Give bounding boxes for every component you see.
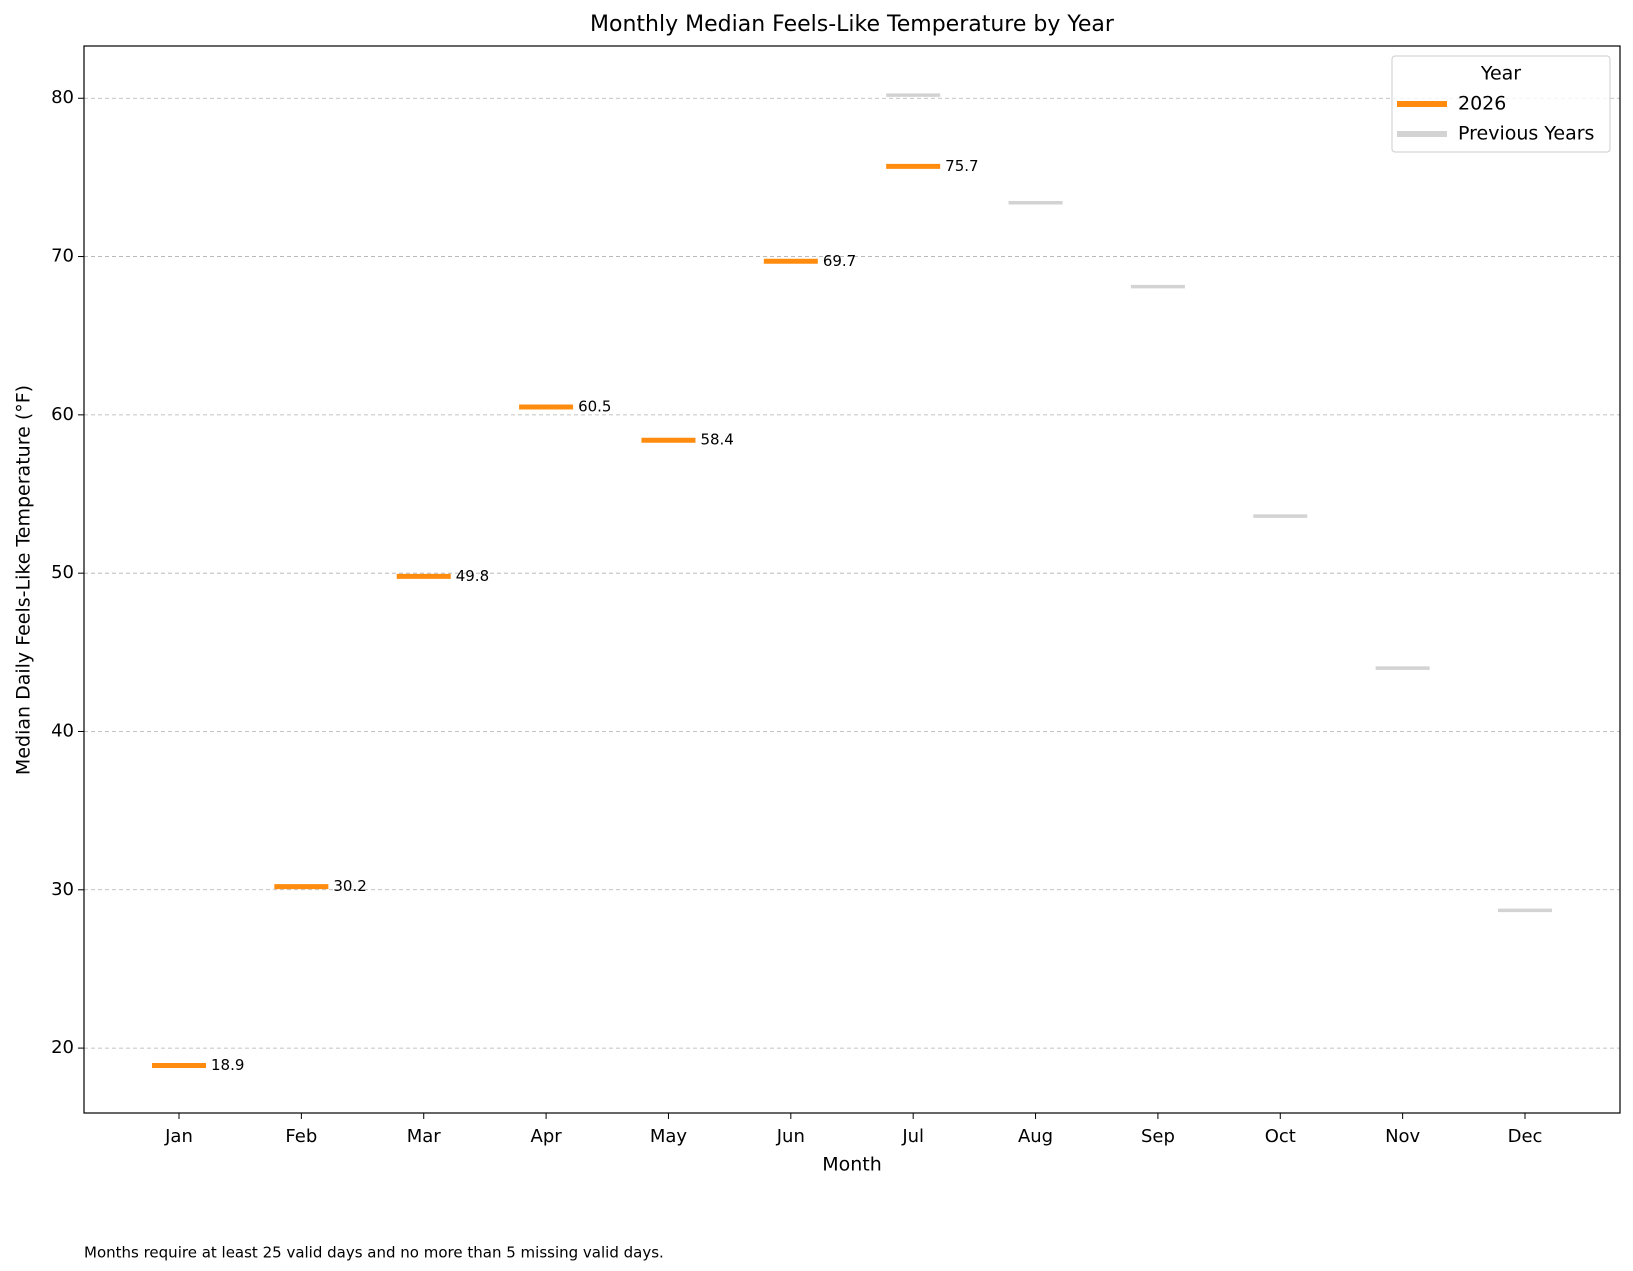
plot-frame — [83, 45, 1621, 1114]
data-label: 18.9 — [211, 1056, 244, 1074]
y-axis-label: Median Daily Feels-Like Temperature (°F) — [13, 385, 35, 775]
x-tick-label: Apr — [531, 1126, 563, 1147]
x-tick-label: Nov — [1385, 1126, 1420, 1147]
chart-title: Monthly Median Feels-Like Temperature by… — [590, 12, 1115, 37]
data-label: 60.5 — [578, 397, 611, 415]
legend-title: Year — [1480, 63, 1521, 85]
x-tick-label: May — [650, 1126, 688, 1147]
x-tick-label: Feb — [285, 1126, 317, 1147]
data-label: 30.2 — [333, 877, 366, 895]
x-tick-label: Jan — [164, 1126, 193, 1147]
y-tick-label: 20 — [51, 1037, 74, 1058]
x-tick-label: Dec — [1508, 1126, 1543, 1147]
x-tick-label: Sep — [1141, 1126, 1175, 1147]
x-tick-label: Aug — [1018, 1126, 1053, 1147]
x-tick-label: Jul — [901, 1126, 924, 1147]
data-label: 49.8 — [456, 567, 489, 585]
y-tick-label: 80 — [51, 87, 74, 108]
y-tick-label: 70 — [51, 246, 74, 267]
data-label: 69.7 — [823, 252, 856, 270]
legend-box — [1391, 55, 1611, 153]
data-label: 58.4 — [700, 431, 733, 449]
y-tick-label: 30 — [51, 879, 74, 900]
legend-label: 2026 — [1458, 93, 1506, 115]
x-tick-label: Mar — [407, 1126, 442, 1147]
x-tick-label: Jun — [776, 1126, 805, 1147]
y-tick-label: 50 — [51, 562, 74, 583]
legend-label: Previous Years — [1458, 123, 1594, 145]
data-label: 75.7 — [945, 157, 978, 175]
x-tick-label: Oct — [1265, 1126, 1296, 1147]
y-tick-label: 40 — [51, 720, 74, 741]
legend: Year 2026 Previous Years — [1391, 55, 1611, 153]
x-axis-label: Month — [822, 1154, 882, 1176]
footnote: Months require at least 25 valid days an… — [84, 1244, 664, 1262]
y-tick-label: 60 — [51, 404, 74, 425]
